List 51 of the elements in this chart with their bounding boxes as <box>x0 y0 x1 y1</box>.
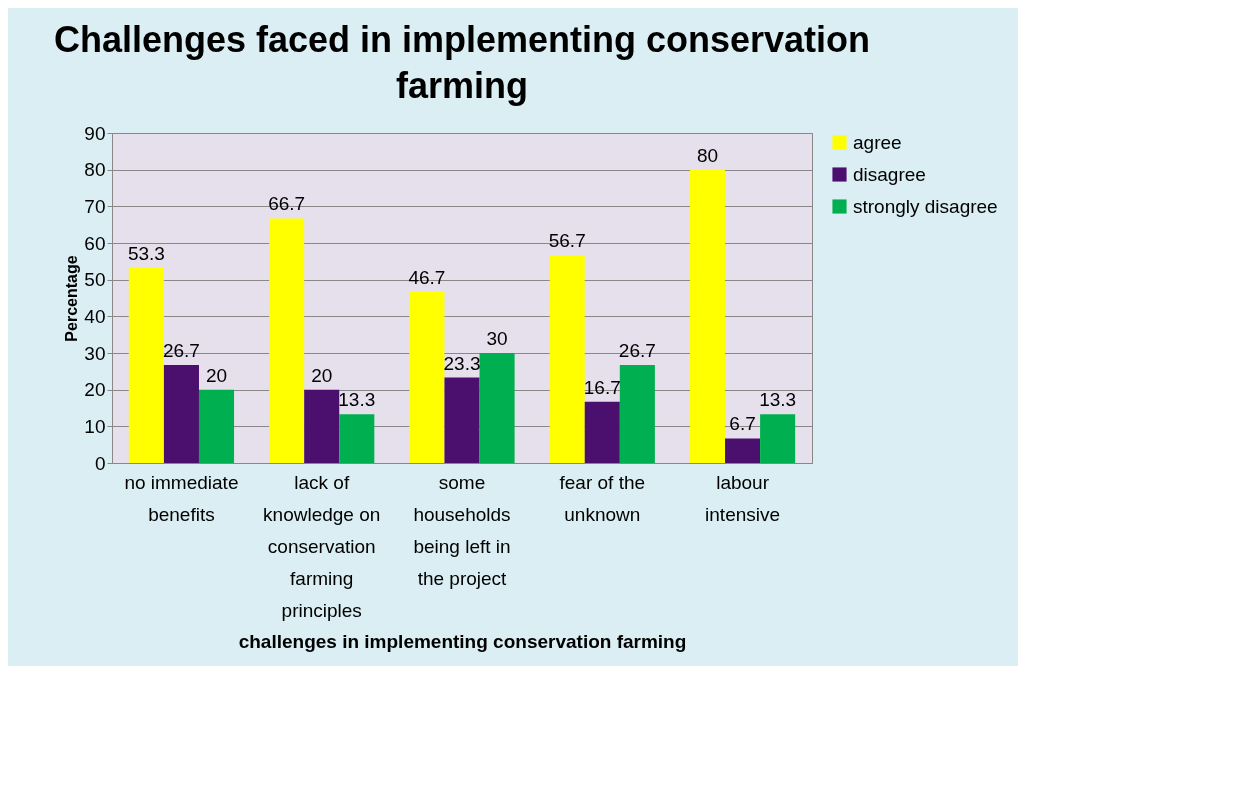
data-label: 26.7 <box>618 340 656 362</box>
x-tick-label: fear of the unknown <box>559 471 646 525</box>
data-label: 23.3 <box>443 352 481 374</box>
bar <box>760 414 796 463</box>
legend-label: agree <box>853 131 902 153</box>
data-label: 13.3 <box>759 389 797 411</box>
bar <box>725 438 761 463</box>
y-tick-label: 10 <box>84 415 106 437</box>
x-tick-label: no immediate benefits <box>124 471 239 525</box>
legend-label: strongly disagree <box>853 195 998 217</box>
data-label: 30 <box>486 328 508 349</box>
bar <box>128 267 164 463</box>
y-axis-title: Percentage <box>63 255 81 342</box>
bar <box>479 353 515 463</box>
bar <box>304 389 340 463</box>
y-tick-label: 70 <box>84 195 106 217</box>
x-tick-label: labour intensive <box>705 471 781 525</box>
data-label: 53.3 <box>127 242 165 264</box>
bar <box>163 365 199 463</box>
y-tick-label: 80 <box>84 159 106 181</box>
y-tick-label: 60 <box>84 232 106 254</box>
bar <box>619 365 655 463</box>
bar <box>549 255 585 463</box>
y-tick-label: 90 <box>84 122 106 144</box>
y-tick-label: 50 <box>84 269 106 291</box>
data-label: 20 <box>311 364 333 386</box>
data-label: 20 <box>205 364 228 386</box>
bar <box>689 169 726 463</box>
data-label: 16.7 <box>583 376 621 398</box>
data-label: 80 <box>696 144 719 166</box>
data-label: 26.7 <box>162 340 200 362</box>
bar <box>339 414 375 463</box>
y-tick-label: 40 <box>84 305 106 327</box>
bar <box>409 291 445 463</box>
x-tick-label: some households being left in the project <box>413 471 511 589</box>
y-tick-label: 30 <box>84 342 106 364</box>
y-tick-label: 0 <box>94 452 106 474</box>
legend-label: disagree <box>853 163 926 185</box>
bar <box>198 389 235 463</box>
y-tick-label: 20 <box>84 379 106 401</box>
chart-title: Challenges faced in implementing conservation farming <box>53 19 871 106</box>
bar <box>269 218 305 463</box>
x-tick-label: lack of knowledge on conservation farming principles <box>263 471 381 621</box>
data-label: 6.7 <box>729 413 756 435</box>
x-axis-title: challenges in implementing conservation farming <box>238 630 687 652</box>
bar <box>584 401 620 463</box>
bar <box>444 377 480 463</box>
data-label: 56.7 <box>548 230 586 252</box>
data-label: 46.7 <box>408 266 446 288</box>
data-label: 13.3 <box>338 389 376 411</box>
data-label: 66.7 <box>268 193 306 215</box>
